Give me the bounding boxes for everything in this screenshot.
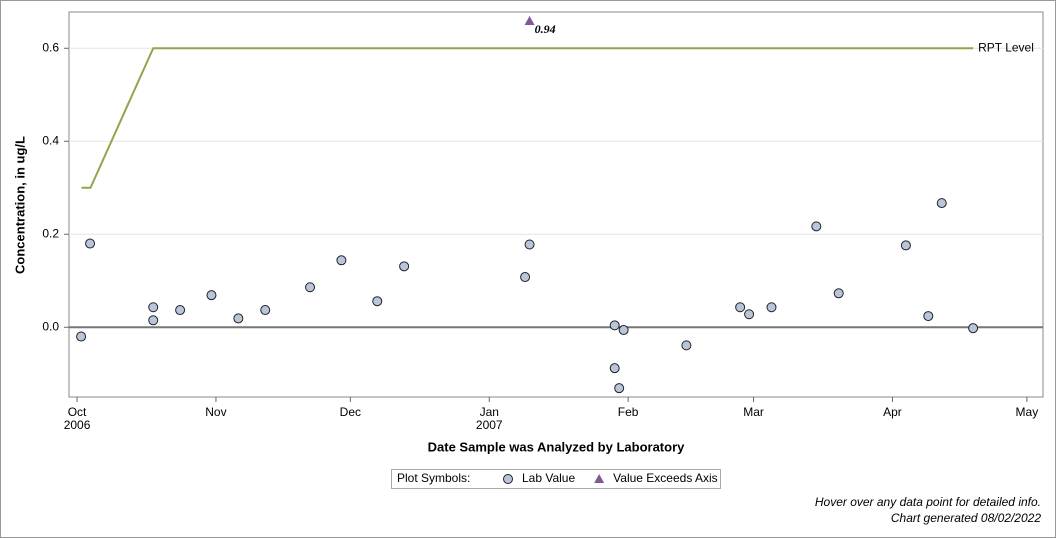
y-tick-label: 0.4 <box>42 133 59 147</box>
point <box>681 340 692 351</box>
x-tick-label: Apr <box>883 405 902 419</box>
point <box>520 272 531 283</box>
reference-line <box>81 47 974 189</box>
point <box>900 240 911 251</box>
point <box>609 320 620 331</box>
point <box>936 198 947 209</box>
point <box>233 313 244 324</box>
y-axis-title: Concentration, in ug/L <box>12 136 27 274</box>
point <box>85 238 96 249</box>
x-tick-label: May <box>1016 405 1039 419</box>
point <box>923 311 934 322</box>
point <box>968 323 979 334</box>
point <box>811 221 822 232</box>
point <box>336 255 347 266</box>
point <box>175 305 186 316</box>
point <box>744 309 755 320</box>
point <box>524 16 535 25</box>
point <box>305 282 316 293</box>
point <box>524 239 535 250</box>
value-label: 0.94 <box>535 22 556 36</box>
legend-label: Value Exceeds Axis <box>613 471 718 485</box>
x-tick-label: Jan 2007 <box>476 405 503 432</box>
x-axis-title: Date Sample was Analyzed by Laboratory <box>428 439 685 454</box>
point <box>618 325 629 336</box>
point <box>735 302 746 313</box>
line-label: RPT Level <box>978 40 1034 54</box>
x-tick-label: Oct 2006 <box>64 405 91 432</box>
footnote: Chart generated 08/02/2022 <box>891 511 1041 525</box>
point <box>206 290 217 301</box>
footnote: Hover over any data point for detailed i… <box>815 495 1041 509</box>
x-tick-label: Feb <box>618 405 639 419</box>
plot-area <box>68 11 1044 398</box>
point <box>609 363 620 374</box>
y-tick-label: 0.0 <box>42 319 59 333</box>
x-tick-label: Mar <box>743 405 764 419</box>
y-tick-label: 0.2 <box>42 226 59 240</box>
legend-label: Lab Value <box>522 471 575 485</box>
legend-box <box>391 469 721 489</box>
point <box>372 296 383 307</box>
point <box>148 315 159 326</box>
y-tick-label: 0.6 <box>42 40 59 54</box>
x-tick-label: Dec <box>340 405 361 419</box>
legend-symbol <box>503 474 513 484</box>
point <box>76 331 87 342</box>
legend-symbol <box>594 474 605 483</box>
point <box>614 383 625 394</box>
legend-title: Plot Symbols: <box>397 471 470 485</box>
point <box>833 288 844 299</box>
point <box>399 261 410 272</box>
x-tick-label: Nov <box>205 405 226 419</box>
point <box>260 305 271 316</box>
point <box>766 302 777 313</box>
point <box>148 302 159 313</box>
